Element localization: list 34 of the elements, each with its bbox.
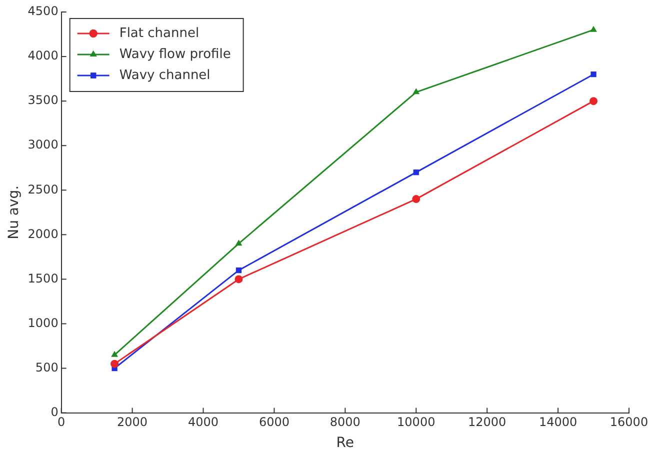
legend-label: Wavy channel: [119, 68, 210, 83]
legend-label: Wavy flow profile: [119, 46, 231, 62]
point: [590, 26, 597, 32]
y-tick-label: 4000: [28, 48, 58, 63]
y-tick-label: 2500: [28, 182, 58, 196]
x-tick-label: 12000: [468, 415, 506, 430]
y-tick-label: 0: [50, 404, 58, 419]
x-tick-label: 6000: [258, 415, 290, 430]
y-axis-title: Nu avg.: [6, 185, 22, 240]
point: [235, 240, 242, 246]
point: [110, 360, 119, 368]
point: [412, 88, 420, 94]
x-tick-label: 14000: [538, 415, 578, 430]
y-tick-label: 3000: [28, 138, 58, 152]
x-tick-label: 10000: [397, 415, 436, 430]
y-tick-label: 1500: [28, 271, 58, 286]
x-tick-label: 16000: [610, 415, 648, 430]
y-tick-label: 2000: [28, 226, 58, 241]
y-tick-label: 4500: [28, 4, 58, 18]
point: [236, 267, 242, 274]
y-tick-label: 1000: [28, 316, 58, 330]
x-tick-label: 2000: [117, 415, 148, 430]
point: [590, 97, 598, 106]
y-tick-label: 500: [35, 360, 58, 374]
x-tick-label: 8000: [330, 415, 360, 430]
point: [413, 169, 419, 176]
point: [111, 350, 118, 357]
x-tick-label: 4000: [188, 415, 219, 430]
legend-label: Flat channel: [119, 26, 200, 41]
point: [234, 275, 243, 284]
x-axis-title: Re: [336, 435, 354, 452]
point: [412, 195, 420, 204]
point: [590, 72, 596, 78]
y-tick-label: 3500: [28, 93, 58, 108]
